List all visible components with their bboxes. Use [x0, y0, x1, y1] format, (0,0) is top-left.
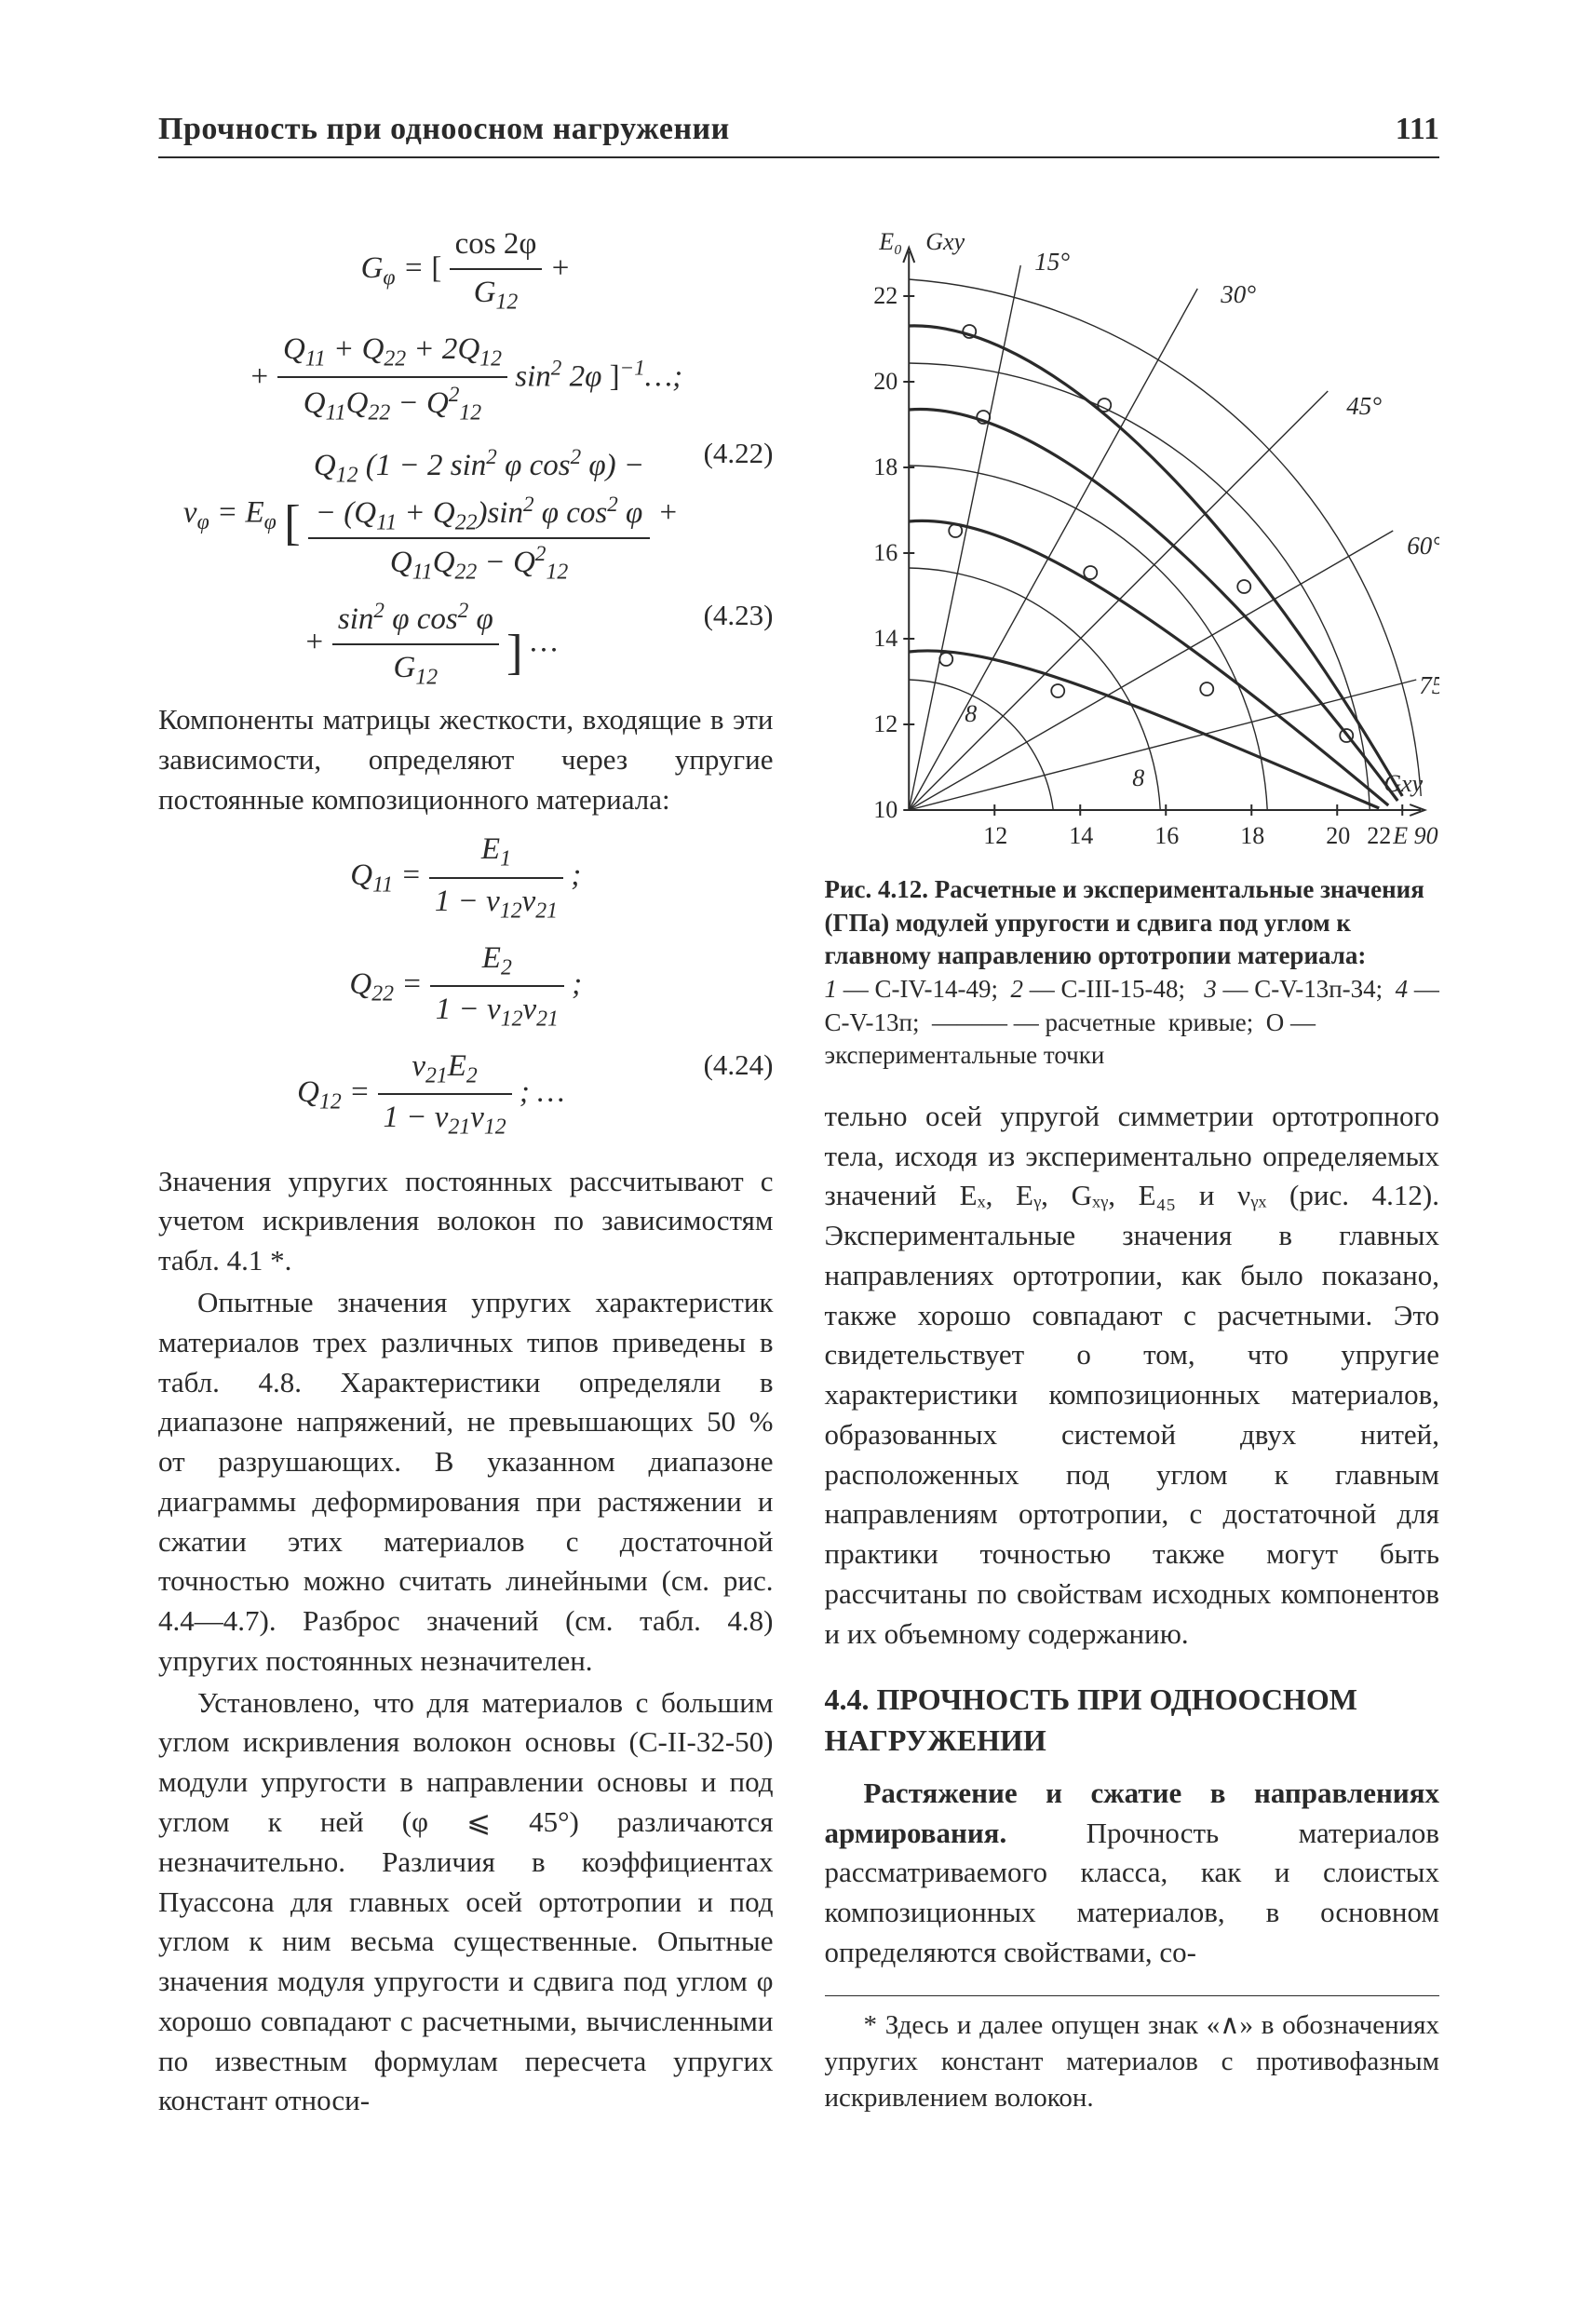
caption-rest: 1 — С-IV-14-49; 2 — С-III-15-48; 3 — C-V…: [825, 975, 1439, 1069]
svg-text:16: 16: [873, 539, 897, 566]
equation-4-23-b: + sin2 φ cos2 φ G12 ] … (4.23): [158, 594, 774, 695]
para-tension-compression: Растяжение и сжатие в направлениях армир…: [825, 1774, 1440, 1973]
equation-4-22-part1: Gφ = [ cos 2φG12 +: [158, 222, 774, 319]
para-established: Установлено, что для материалов с больши…: [158, 1683, 774, 2121]
svg-text:18: 18: [873, 453, 897, 480]
svg-text:30°: 30°: [1220, 280, 1256, 308]
svg-text:60°: 60°: [1407, 532, 1439, 560]
caption-bold: Рис. 4.12. Расчетные и экспериментальные…: [825, 875, 1424, 969]
svg-text:75°: 75°: [1419, 671, 1439, 699]
equation-Q11: Q11 = E11 − ν12ν21 ;: [158, 827, 774, 927]
page-number: 111: [1396, 112, 1439, 147]
svg-text:E 90: E 90: [1392, 822, 1437, 849]
svg-text:15°: 15°: [1034, 248, 1070, 276]
svg-text:22: 22: [873, 282, 897, 309]
svg-text:10: 10: [873, 796, 897, 823]
svg-text:E₀: E₀: [878, 228, 902, 255]
equation-Q12: Q12 = ν21E21 − ν21ν12 ; … (4.24): [158, 1044, 774, 1144]
chart-svg: E₀ Gxy Gxy E 90 10 12 14 16 18 20 22 12: [825, 214, 1440, 857]
svg-text:22: 22: [1367, 822, 1391, 849]
svg-text:14: 14: [873, 625, 897, 652]
page-header: Прочность при одноосном нагружении 111: [158, 112, 1439, 158]
para-axes-symmetry: тельно осей упругой симметрии ортотропно…: [825, 1097, 1440, 1655]
svg-text:12: 12: [873, 710, 897, 737]
header-title: Прочность при одноосном нагружении: [158, 112, 730, 147]
left-column: Gφ = [ cos 2φG12 + + Q11 + Q22 + 2Q12 Q1…: [158, 214, 774, 2143]
two-column-body: Gφ = [ cos 2φG12 + + Q11 + Q22 + 2Q12 Q1…: [158, 214, 1439, 2143]
svg-text:20: 20: [873, 368, 897, 395]
para-exp-values: Опытные значения упругих характеристик м…: [158, 1283, 774, 1682]
figure-4-12-caption: Рис. 4.12. Расчетные и экспериментальные…: [825, 873, 1440, 1073]
svg-text:20: 20: [1326, 822, 1350, 849]
equation-Q22: Q22 = E21 − ν12ν21 ;: [158, 936, 774, 1036]
right-column: E₀ Gxy Gxy E 90 10 12 14 16 18 20 22 12: [825, 214, 1440, 2143]
para-intro-matrix: Компоненты матрицы жесткости, входящие в…: [158, 700, 774, 819]
svg-text:14: 14: [1069, 822, 1093, 849]
equation-4-22-part2: + Q11 + Q22 + 2Q12 Q11Q22 − Q212 sin2 2φ…: [158, 327, 774, 430]
svg-text:18: 18: [1240, 822, 1264, 849]
svg-text:Gxy: Gxy: [925, 228, 965, 255]
footnote-star: * Здесь и далее опущен знак «∧» в обозна…: [825, 1995, 1440, 2116]
svg-text:8: 8: [965, 700, 977, 727]
svg-text:8: 8: [1132, 764, 1144, 791]
svg-text:45°: 45°: [1346, 392, 1382, 420]
svg-text:Gxy: Gxy: [1383, 770, 1423, 797]
svg-text:16: 16: [1154, 822, 1179, 849]
para-values-const: Значения упругих постоянных рассчитывают…: [158, 1162, 774, 1281]
svg-text:12: 12: [983, 822, 1007, 849]
figure-4-12-chart: E₀ Gxy Gxy E 90 10 12 14 16 18 20 22 12: [825, 214, 1440, 857]
equation-4-23: νφ = Eφ [ Q12 (1 − 2 sin2 φ cos2 φ) − − …: [158, 443, 774, 587]
section-4-4-heading: 4.4. ПРОЧНОСТЬ ПРИ ОДНООСНОМ НАГРУЖЕНИИ: [825, 1680, 1440, 1760]
